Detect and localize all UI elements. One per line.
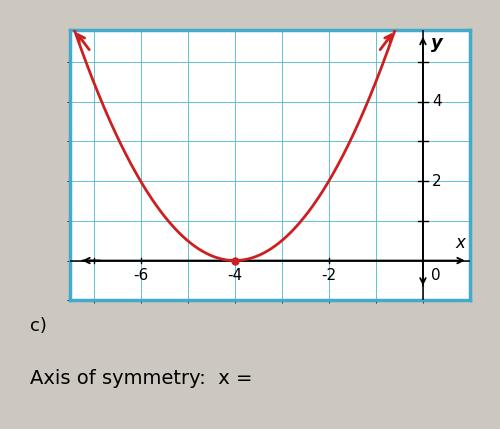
Text: 2: 2 xyxy=(432,174,442,189)
Text: y: y xyxy=(432,34,443,52)
Text: c): c) xyxy=(30,317,47,335)
Text: -6: -6 xyxy=(133,268,148,283)
Text: 0: 0 xyxy=(432,268,441,283)
Text: -2: -2 xyxy=(322,268,336,283)
Text: Axis of symmetry:  x =: Axis of symmetry: x = xyxy=(30,369,252,388)
Text: -4: -4 xyxy=(227,268,242,283)
Text: x: x xyxy=(456,234,466,252)
Text: 4: 4 xyxy=(432,94,442,109)
